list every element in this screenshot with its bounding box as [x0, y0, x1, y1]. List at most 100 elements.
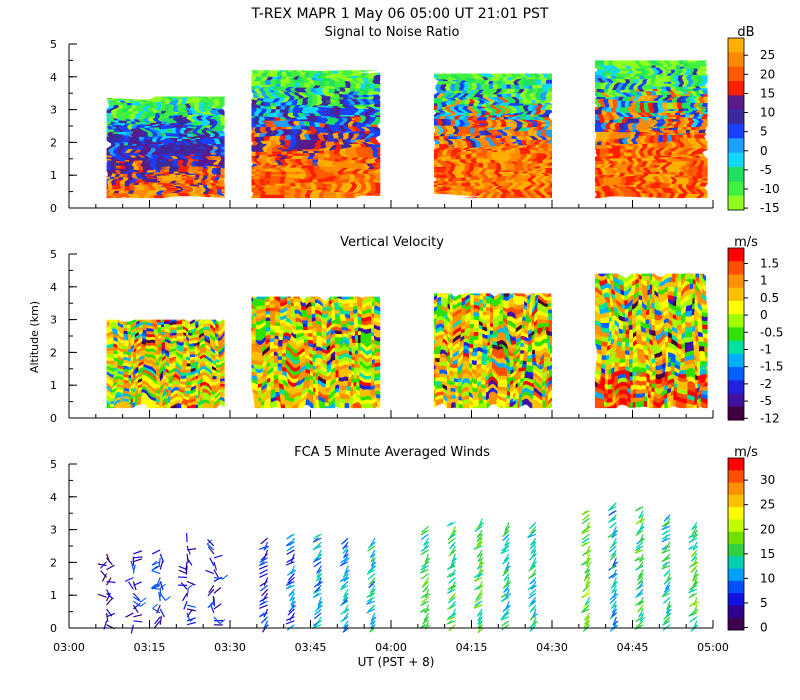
wind-barb — [106, 564, 115, 571]
wind-barb-feather — [661, 530, 668, 536]
wind-barb-feather — [611, 608, 618, 614]
wind-barb — [133, 614, 143, 618]
wind-barb — [287, 608, 295, 616]
wind-barb-feather — [661, 548, 668, 554]
wind-barb-feather — [639, 526, 645, 531]
wind-barb-feather — [420, 565, 426, 571]
wind-barb — [532, 608, 537, 618]
wind-barb-feather — [290, 605, 297, 610]
wind-barb-feather — [219, 619, 226, 624]
wind-barb-feather — [263, 545, 270, 551]
wind-barb — [423, 612, 430, 622]
wind-barb-feather — [421, 574, 427, 580]
wind-barb-feather — [289, 596, 296, 602]
wind-barb — [207, 539, 215, 547]
wind-barb — [369, 585, 376, 594]
wind-barb-feather — [580, 560, 587, 566]
wind-barb — [133, 556, 143, 559]
wind-barb — [639, 514, 644, 524]
colorbar-frame — [727, 37, 745, 211]
wind-barb — [369, 537, 376, 547]
wind-barb — [317, 596, 322, 606]
wind-barb-feather — [165, 596, 171, 601]
wind-barb — [290, 565, 295, 575]
wind-barb-feather — [584, 592, 590, 598]
wind-barb-feather — [531, 584, 537, 590]
colorbar-swatch — [728, 152, 744, 168]
wind-barb-feather — [501, 621, 508, 627]
wind-barb-feather — [259, 561, 265, 566]
colorbar: 30 25 20 15 10 5 0 m/s — [727, 445, 775, 635]
wind-barb — [128, 581, 134, 590]
wind-barb — [317, 577, 322, 586]
wind-barb-feather — [259, 612, 265, 618]
wind-barb-feather — [635, 601, 641, 606]
colorbar-label: 25 — [760, 498, 775, 512]
wind-barb-feather — [503, 611, 509, 617]
wind-barb — [186, 580, 196, 586]
wind-barb — [261, 588, 269, 597]
wind-barb-feather — [690, 552, 697, 558]
wind-barb-feather — [156, 581, 163, 587]
wind-barb-feather — [425, 624, 431, 630]
wind-barb-feather — [344, 557, 350, 563]
wind-barb-feather — [637, 580, 644, 585]
colorbar-frame — [727, 457, 745, 631]
wind-barb-feather — [449, 544, 455, 550]
colorbar-unit: dB — [737, 25, 754, 40]
wind-barb-feather — [286, 546, 293, 552]
wind-barb-feather — [473, 603, 480, 609]
colorbar-label: -10 — [760, 182, 780, 196]
colorbar-label: -15 — [760, 201, 780, 215]
wind-barb — [638, 608, 644, 618]
wind-barb-feather — [344, 569, 351, 575]
wind-barb-feather — [474, 585, 480, 591]
wind-barb — [130, 624, 134, 634]
wind-barb — [133, 600, 142, 607]
wind-barb-feather — [528, 566, 535, 572]
wind-barb-feather — [585, 526, 591, 531]
wind-barb — [692, 541, 698, 551]
wind-barb-feather — [340, 558, 346, 564]
wind-barb — [105, 612, 109, 622]
colorbar-swatch — [728, 458, 744, 471]
wind-barb — [531, 557, 537, 567]
wind-barb — [213, 587, 222, 594]
wind-barb-feather — [423, 545, 430, 551]
wind-barb-feather — [607, 532, 614, 538]
wind-barb-feather — [609, 504, 616, 510]
wind-barb-feather — [500, 615, 506, 621]
colorbar-label: -0.5 — [760, 325, 783, 339]
wind-barb — [343, 549, 349, 559]
y-tick-label: 3 — [50, 104, 57, 117]
wind-barb-feather — [450, 561, 457, 566]
wind-barb-feather — [314, 614, 320, 620]
y-tick-label: 3 — [50, 524, 57, 537]
wind-barb-feather — [528, 602, 535, 608]
wind-barb-feather — [612, 624, 619, 630]
wind-barb-feather — [449, 572, 456, 578]
wind-barb — [611, 604, 617, 614]
colorbar-swatch — [728, 52, 744, 68]
wind-barb-feather — [371, 616, 377, 622]
wind-barb — [584, 565, 591, 574]
colorbar-swatch — [728, 340, 744, 355]
wind-barb — [213, 576, 223, 582]
wind-barb-feather — [447, 535, 454, 540]
wind-barb-feather — [424, 608, 431, 614]
wind-barb — [532, 616, 537, 626]
wind-barb-feather — [638, 572, 644, 578]
wind-barb-feather — [693, 573, 700, 579]
wind-barb — [477, 569, 483, 578]
wind-barb-feather — [688, 538, 695, 543]
wind-barb-feather — [637, 564, 644, 570]
wind-barb-feather — [450, 549, 457, 555]
colorbar-label: -1.5 — [760, 360, 783, 374]
wind-barb-feather — [447, 585, 453, 591]
wind-barb — [505, 589, 510, 598]
wind-barb-feather — [369, 627, 376, 633]
wind-barb — [213, 576, 223, 580]
wind-barb-feather — [419, 623, 426, 629]
wind-barb — [209, 557, 215, 566]
